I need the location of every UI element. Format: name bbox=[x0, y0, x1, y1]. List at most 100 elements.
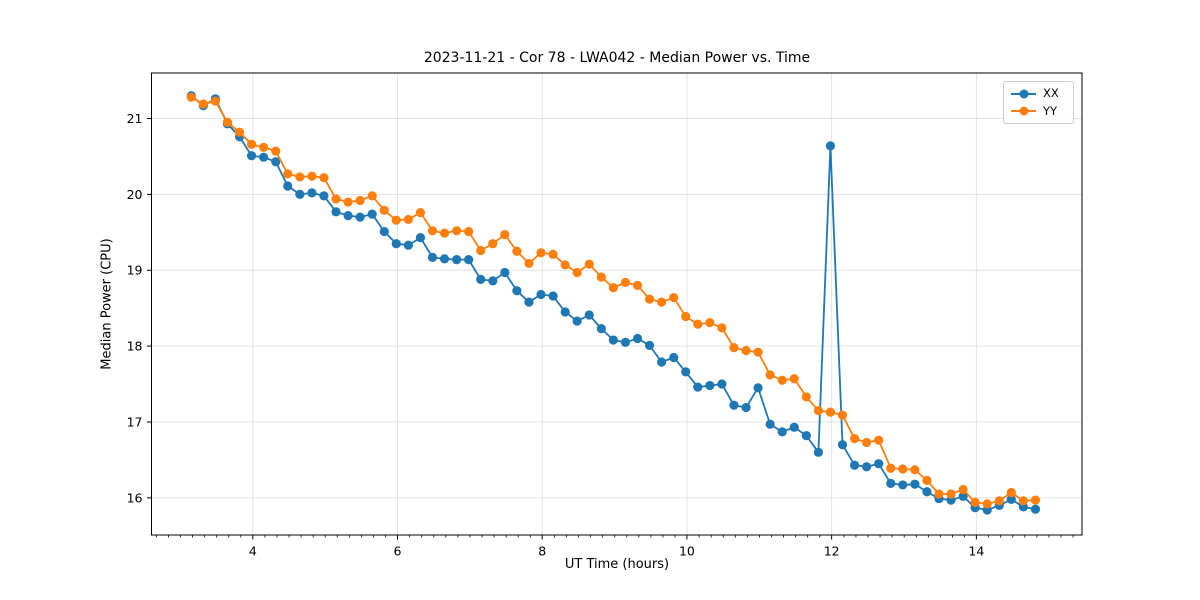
data-point-yy bbox=[295, 172, 305, 182]
data-point-xx bbox=[620, 337, 631, 347]
data-point-xx bbox=[536, 289, 546, 300]
y-axis-ticks: 16 17 18 19 20 21 bbox=[127, 111, 152, 505]
data-point-yy bbox=[548, 249, 558, 259]
x-axis-minor-ticks bbox=[155, 535, 1074, 538]
data-point-yy bbox=[1006, 487, 1016, 498]
data-point-yy bbox=[210, 96, 220, 106]
data-point-xx bbox=[379, 226, 389, 237]
data-point-yy bbox=[234, 127, 245, 137]
y-tick-label: 17 bbox=[127, 414, 143, 429]
series-xx bbox=[186, 91, 1041, 515]
data-point-xx bbox=[524, 297, 534, 307]
x-tick-label: 12 bbox=[824, 544, 840, 559]
legend-item-xx: XX bbox=[1011, 86, 1066, 102]
data-point-yy bbox=[186, 92, 196, 102]
data-point-yy bbox=[970, 497, 980, 507]
y-tick-label: 16 bbox=[127, 490, 143, 505]
gridlines bbox=[151, 73, 1082, 535]
data-point-yy bbox=[1018, 496, 1028, 506]
data-point-xx bbox=[861, 462, 872, 472]
data-point-yy bbox=[753, 347, 763, 357]
data-point-xx bbox=[403, 240, 413, 250]
data-point-yy bbox=[391, 215, 401, 225]
data-point-yy bbox=[717, 323, 727, 333]
data-point-xx bbox=[512, 286, 522, 296]
data-point-xx bbox=[789, 422, 799, 432]
data-point-xx bbox=[367, 209, 377, 219]
data-point-yy bbox=[801, 392, 811, 402]
data-point-yy bbox=[476, 245, 486, 256]
data-point-yy bbox=[512, 246, 522, 256]
legend-label-yy: YY bbox=[1043, 103, 1058, 118]
data-point-yy bbox=[946, 489, 956, 499]
data-point-yy bbox=[403, 214, 413, 225]
legend-line-marker-xx-icon bbox=[1011, 89, 1036, 99]
data-point-yy bbox=[644, 294, 655, 304]
data-point-xx bbox=[355, 212, 365, 222]
y-tick-label: 19 bbox=[127, 263, 143, 278]
data-point-yy bbox=[488, 239, 498, 249]
data-point-yy bbox=[307, 171, 317, 181]
data-point-xx bbox=[548, 291, 558, 301]
x-tick-label: 14 bbox=[968, 544, 984, 559]
data-point-xx bbox=[874, 459, 884, 469]
data-point-yy bbox=[789, 374, 799, 384]
data-point-xx bbox=[331, 207, 341, 217]
x-axis-ticks: 4 6 8 10 12 14 bbox=[249, 535, 984, 559]
data-point-xx bbox=[608, 335, 618, 345]
data-point-xx bbox=[1006, 494, 1016, 504]
data-point-yy bbox=[439, 228, 450, 238]
legend: XX YY bbox=[1003, 81, 1074, 124]
data-point-yy bbox=[982, 499, 992, 509]
data-point-yy bbox=[632, 280, 643, 291]
data-point-xx bbox=[259, 152, 269, 162]
data-point-yy bbox=[620, 277, 631, 287]
data-point-yy bbox=[379, 205, 389, 215]
data-point-xx bbox=[343, 211, 353, 221]
data-point-xx bbox=[476, 274, 486, 284]
data-point-xx bbox=[729, 400, 739, 410]
chart-title: 2023-11-21 - Cor 78 - LWA042 - Median Po… bbox=[423, 50, 811, 66]
data-point-yy bbox=[283, 169, 293, 179]
data-point-xx bbox=[1030, 504, 1041, 514]
x-axis-label: UT Time (hours) bbox=[564, 557, 670, 572]
data-point-yy bbox=[765, 370, 775, 380]
data-point-yy bbox=[898, 464, 908, 474]
data-point-yy bbox=[464, 226, 474, 237]
data-point-yy bbox=[874, 435, 884, 445]
data-point-yy bbox=[536, 248, 546, 258]
data-point-yy bbox=[331, 194, 341, 204]
data-point-yy bbox=[934, 489, 944, 499]
data-point-yy bbox=[849, 434, 860, 444]
data-point-yy bbox=[259, 142, 269, 152]
data-point-yy bbox=[825, 407, 836, 417]
data-point-yy bbox=[681, 311, 691, 322]
data-point-yy bbox=[705, 317, 715, 328]
data-point-xx bbox=[705, 380, 715, 391]
data-point-xx bbox=[813, 447, 824, 457]
legend-label-xx: XX bbox=[1043, 85, 1059, 100]
data-point-xx bbox=[837, 440, 848, 450]
data-point-yy bbox=[741, 346, 751, 356]
data-point-yy bbox=[813, 405, 824, 416]
data-point-yy bbox=[608, 283, 618, 293]
data-point-yy bbox=[560, 260, 570, 270]
data-point-xx bbox=[898, 480, 908, 490]
data-point-yy bbox=[367, 191, 377, 201]
data-point-yy bbox=[271, 146, 281, 156]
data-point-xx bbox=[500, 267, 510, 278]
data-point-xx bbox=[246, 151, 257, 161]
data-point-xx bbox=[801, 431, 811, 441]
data-point-xx bbox=[922, 487, 932, 497]
data-point-yy bbox=[886, 463, 896, 473]
data-point-yy bbox=[246, 139, 257, 149]
data-point-yy bbox=[415, 207, 426, 218]
data-point-xx bbox=[753, 383, 763, 393]
data-point-xx bbox=[452, 255, 462, 265]
data-point-yy bbox=[198, 99, 208, 109]
data-point-yy bbox=[1030, 495, 1041, 505]
y-tick-label: 21 bbox=[127, 111, 143, 126]
x-tick-label: 8 bbox=[538, 544, 546, 559]
